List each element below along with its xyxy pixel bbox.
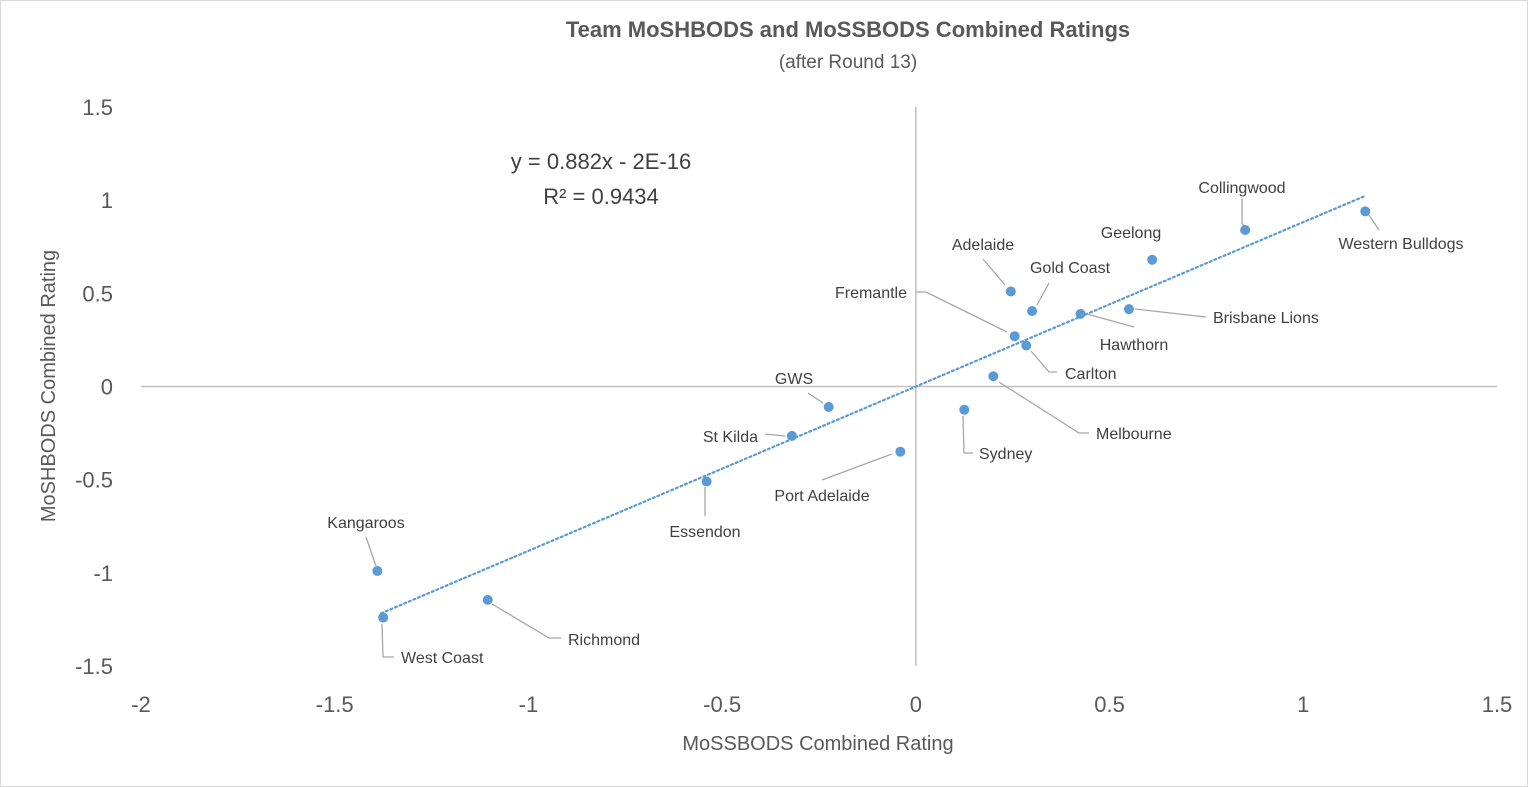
data-point xyxy=(823,401,834,412)
data-point xyxy=(786,430,797,441)
data-point xyxy=(701,476,712,487)
y-axis-title: MoSHBODS Combined Rating xyxy=(38,250,60,522)
data-point xyxy=(1240,224,1251,235)
point-label: GWS xyxy=(775,371,813,388)
data-point xyxy=(895,446,906,457)
leader-line xyxy=(1368,214,1380,231)
leader-line xyxy=(1036,282,1050,306)
point-label: Collingwood xyxy=(1198,180,1285,197)
data-point xyxy=(1027,306,1038,317)
point-label: Melbourne xyxy=(1096,426,1172,443)
points-group xyxy=(372,206,1371,623)
y-tick-label: 0.5 xyxy=(82,281,113,306)
point-label: Brisbane Lions xyxy=(1213,310,1319,327)
axes-group xyxy=(141,107,1497,666)
leader-line xyxy=(962,415,973,454)
y-tick-label: -1 xyxy=(93,561,113,586)
point-label: West Coast xyxy=(401,650,484,667)
leader-line xyxy=(1030,350,1057,373)
data-point xyxy=(1360,206,1371,217)
point-label: Kangaroos xyxy=(327,515,404,532)
data-point xyxy=(1021,340,1032,351)
point-label: Adelaide xyxy=(952,237,1014,254)
leader-line xyxy=(982,258,1006,286)
point-label: Gold Coast xyxy=(1030,260,1111,277)
x-tick-label: 0.5 xyxy=(1094,692,1125,717)
leader-line xyxy=(807,392,824,404)
point-label: Hawthorn xyxy=(1100,337,1168,354)
leader-line xyxy=(365,536,377,567)
tick-labels-group: -2 -1.5 -1 -0.5 0 0.5 1 1.5 1.5 1 0.5 0 -0.5 -1 -1.5 xyxy=(75,95,1512,717)
data-point xyxy=(482,594,493,605)
leader-line xyxy=(916,291,1008,333)
x-tick-label: 1.5 xyxy=(1482,692,1513,717)
trendline xyxy=(380,194,1367,615)
leader-line xyxy=(1086,313,1135,328)
x-tick-label: -0.5 xyxy=(703,692,741,717)
x-tick-label: -1.5 xyxy=(316,692,354,717)
point-label: Fremantle xyxy=(835,285,907,302)
y-tick-label: 1.5 xyxy=(82,95,113,120)
data-point xyxy=(988,371,999,382)
data-point xyxy=(1123,304,1134,315)
leader-line xyxy=(764,433,786,437)
leader-line xyxy=(491,603,561,639)
data-point xyxy=(372,565,383,576)
data-point xyxy=(1075,308,1086,319)
data-point xyxy=(378,612,389,623)
y-tick-label: -0.5 xyxy=(75,468,113,493)
point-label: Port Adelaide xyxy=(774,488,869,505)
x-axis-title: MoSSBODS Combined Rating xyxy=(682,733,953,755)
point-label: Essendon xyxy=(669,524,740,541)
point-label: St Kilda xyxy=(703,429,758,446)
data-point xyxy=(1005,286,1016,297)
x-tick-label: -2 xyxy=(131,692,151,717)
data-point xyxy=(1009,331,1020,342)
point-labels-group: Collingwood Western Bulldogs Geelong Adelai… xyxy=(327,180,1463,667)
trendline-r-squared: R² = 0.9434 xyxy=(543,184,659,209)
leader-line xyxy=(1241,199,1246,229)
leader-line xyxy=(1134,308,1207,318)
data-point xyxy=(1147,254,1158,265)
chart-subtitle: (after Round 13) xyxy=(779,52,917,73)
y-tick-label: 1 xyxy=(101,188,113,213)
data-point xyxy=(959,404,970,415)
leader-line xyxy=(998,381,1089,434)
y-tick-label: -1.5 xyxy=(75,654,113,679)
point-label: Western Bulldogs xyxy=(1338,236,1463,253)
leader-line xyxy=(821,453,893,481)
x-tick-label: 1 xyxy=(1297,692,1309,717)
x-tick-label: 0 xyxy=(910,692,922,717)
trendline-group xyxy=(380,194,1367,615)
trendline-equation: y = 0.882x - 2E-16 xyxy=(511,149,691,174)
point-label: Carlton xyxy=(1065,366,1117,383)
point-label: Sydney xyxy=(979,446,1032,463)
leader-lines-group xyxy=(365,199,1380,658)
leader-line xyxy=(381,623,394,658)
point-label: Richmond xyxy=(568,632,640,649)
y-tick-label: 0 xyxy=(101,375,113,400)
chart-title: Team MoSHBODS and MoSSBODS Combined Rati… xyxy=(566,17,1130,42)
x-tick-label: -1 xyxy=(519,692,539,717)
point-label: Geelong xyxy=(1101,225,1162,242)
